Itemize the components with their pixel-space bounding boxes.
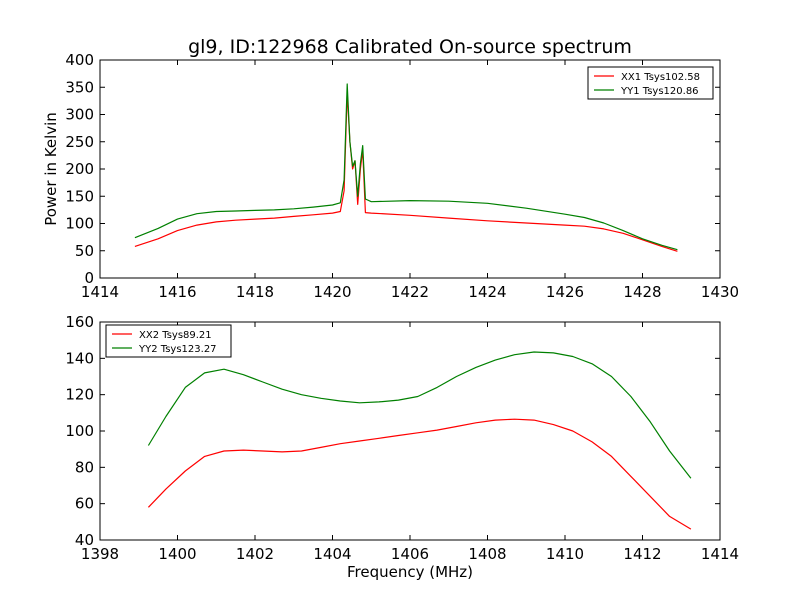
panel1-legend-label-1: YY2 Tsys123.27 (138, 344, 217, 355)
panel0-y-tick-label-1: 50 (75, 242, 94, 260)
panel0-legend: XX1 Tsys102.58 YY1 Tsys120.86 (587, 66, 714, 100)
panel0-y-tick-label-6: 300 (65, 106, 94, 124)
panel1-x-tick-label-0: 1398 (81, 545, 119, 563)
panel0-x-tick-label-6: 1426 (546, 283, 584, 301)
panel1-y-tick-label-0: 40 (75, 531, 94, 549)
panel1-x-tick-label-6: 1410 (546, 545, 584, 563)
top-y-axis-label: Power in Kelvin (42, 112, 60, 226)
panel0-y-tick-label-0: 0 (84, 269, 94, 287)
panel1-legend-label-0: XX2 Tsys89.21 (139, 330, 212, 341)
panel0-legend-label-0: XX1 Tsys102.58 (621, 72, 700, 83)
panel1-y-tick-label-4: 120 (65, 386, 94, 404)
panel1-y-tick-label-3: 100 (65, 422, 94, 440)
panel1-x-tick-label-1: 1400 (158, 545, 196, 563)
panel1-x-tick-label-5: 1408 (468, 545, 506, 563)
panel0-x-tick-label-2: 1418 (236, 283, 274, 301)
panel0-x-tick-label-3: 1420 (313, 283, 351, 301)
panel0-y-tick-label-7: 350 (65, 78, 94, 96)
bottom-panel: 1398 1400 1402 1404 1406 1408 1410 1412 1414 40 60… (65, 313, 739, 563)
top-panel: 1414 1416 1418 1420 1422 1424 1426 1428 1430 0 50 1… (65, 51, 739, 301)
panel1-x-tick-label-7: 1412 (623, 545, 661, 563)
panel1-y-tick-label-2: 80 (75, 458, 94, 476)
panel0-y-tick-label-2: 100 (65, 215, 94, 233)
panel1-x-tick-label-4: 1406 (391, 545, 429, 563)
panel0-y-tick-label-5: 250 (65, 133, 94, 151)
panel1-x-tick-label-8: 1414 (701, 545, 739, 563)
bottom-x-axis-label: Frequency (MHz) (347, 563, 473, 581)
panel0-x-tick-label-1: 1416 (158, 283, 196, 301)
panel0-legend-box (587, 66, 714, 100)
panel0-legend-label-1: YY1 Tsys120.86 (620, 86, 699, 97)
panel1-y-tick-label-6: 160 (65, 313, 94, 331)
panel0-x-tick-label-7: 1428 (623, 283, 661, 301)
panel0-x-tick-label-5: 1424 (468, 283, 506, 301)
panel0-x-tick-label-4: 1422 (391, 283, 429, 301)
panel0-x-tick-label-8: 1430 (701, 283, 739, 301)
panel0-y-tick-label-3: 150 (65, 187, 94, 205)
panel1-x-tick-label-3: 1404 (313, 545, 351, 563)
figure-title: gl9, ID:122968 Calibrated On-source spec… (188, 36, 632, 58)
panel0-x-tick-label-0: 1414 (81, 283, 119, 301)
panel0-y-tick-label-8: 400 (65, 51, 94, 69)
panel1-y-tick-label-5: 140 (65, 349, 94, 367)
panel1-x-tick-label-2: 1402 (236, 545, 274, 563)
panel0-series-line-1 (134, 83, 678, 251)
panel1-series-line-0 (147, 418, 692, 530)
panel1-y-tick-label-1: 60 (75, 495, 94, 513)
panel0-y-tick-label-4: 200 (65, 160, 94, 178)
panel1-legend-box (105, 324, 232, 358)
panel1-legend: XX2 Tsys89.21 YY2 Tsys123.27 (105, 324, 232, 358)
panel1-series-line-1 (147, 351, 692, 479)
